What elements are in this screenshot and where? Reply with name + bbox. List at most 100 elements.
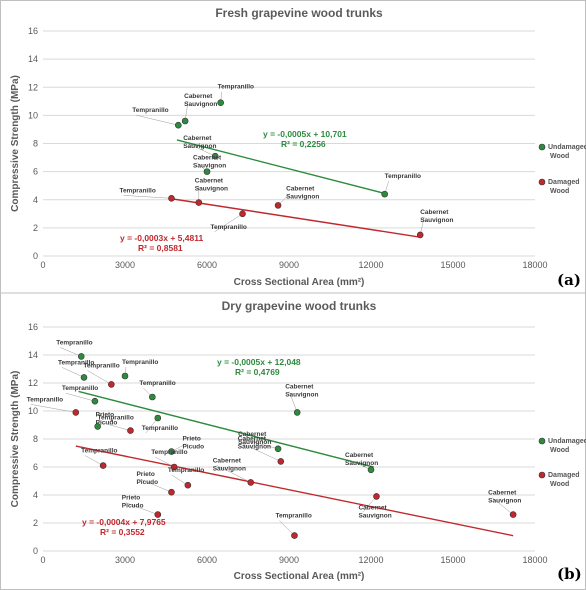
point-label-line: Prieto: [136, 471, 154, 478]
point-label-line: Cabernet: [213, 457, 242, 464]
y-tick-label: 8: [33, 139, 38, 149]
x-axis-title: Cross Sectional Area (mm²): [234, 277, 365, 288]
trend-equation: y = -0,0005x + 12,048: [217, 357, 301, 367]
point-damaged: [247, 479, 255, 486]
legend-marker: [538, 143, 546, 151]
y-tick-label: 10: [28, 406, 38, 416]
point-undamaged: [121, 372, 129, 380]
point-label: Tempranillo: [139, 380, 175, 387]
point-damaged: [99, 462, 107, 469]
point-label-text: Tempranillo: [385, 173, 421, 180]
point-undamaged: [77, 353, 85, 360]
point-label-line: Picudo: [136, 479, 158, 486]
point-label-text: Tempranillo: [58, 359, 94, 366]
point-label-text: Tempranillo: [62, 385, 98, 392]
leader-line: [123, 195, 172, 199]
point-damaged: [168, 488, 175, 496]
point-label-line: Cabernet: [184, 93, 213, 100]
point-label-text: Tempranillo: [275, 513, 311, 520]
leader-line: [136, 114, 179, 126]
point-label-line: Sauvignon: [345, 460, 378, 467]
point-label-text: Tempranillo: [56, 339, 92, 346]
leader-line: [491, 497, 514, 515]
leader-line: [87, 370, 112, 385]
x-tick-label: 15000: [440, 260, 465, 270]
y-tick-label: 14: [28, 350, 38, 360]
point-undamaged: [367, 466, 375, 474]
trend-equation: y = -0,0005x + 10,701: [263, 129, 347, 139]
legend-marker: [538, 437, 546, 445]
trend-equation: y = -0,0003x + 5,4811: [120, 233, 203, 243]
leader-line: [65, 392, 95, 402]
point-damaged: [108, 381, 115, 388]
leader-line: [60, 347, 82, 357]
point-label-line: Sauvignon: [420, 217, 453, 224]
legend-label-line: Wood: [550, 188, 569, 195]
leader-line: [288, 391, 298, 413]
legend-label: Undamaged Wood: [548, 144, 586, 160]
leader-line: [155, 456, 175, 468]
y-axis-title: Compressive Strength (MPa): [10, 371, 21, 508]
x-tick-label: 18000: [522, 555, 547, 565]
trendline-undamaged: [78, 390, 374, 468]
point-damaged: [168, 195, 175, 202]
legend-label: Damaged Wood: [548, 179, 580, 195]
x-tick-label: 0: [40, 260, 45, 270]
point-label: Tempranillo: [122, 359, 158, 366]
point-label: Tempranillo: [97, 415, 133, 422]
point-label-line: Cabernet: [183, 135, 212, 142]
point-damaged: [277, 458, 285, 465]
point-label-line: Prieto: [122, 495, 140, 502]
point-damaged: [416, 231, 424, 239]
point-label-text: Tempranillo: [142, 425, 178, 432]
point-undamaged: [181, 117, 189, 125]
y-tick-label: 6: [33, 167, 38, 177]
trend-r-squared: R² = 0,3552: [100, 527, 145, 537]
panel-tag: (b): [557, 565, 582, 583]
point-label-text: Tempranillo: [119, 187, 155, 194]
x-tick-label: 3000: [115, 555, 135, 565]
point-label-text: Tempranillo: [211, 224, 247, 231]
point-damaged: [154, 511, 162, 518]
y-tick-label: 16: [28, 322, 38, 332]
point-undamaged: [203, 168, 211, 175]
leader-line: [30, 404, 76, 413]
point-label-line: Sauvignon: [285, 391, 318, 398]
trend-r-squared: R² = 0,4769: [235, 367, 280, 377]
point-damaged: [195, 199, 203, 206]
point-label-line: Sauvignon: [183, 143, 216, 150]
x-tick-label: 9000: [279, 555, 299, 565]
legend-label: Damaged Wood: [548, 472, 580, 488]
point-label: Tempranillo: [58, 359, 94, 366]
point-label: Tempranillo: [142, 425, 178, 432]
x-tick-label: 3000: [115, 260, 135, 270]
legend-label-line: Undamaged: [548, 438, 586, 445]
x-tick-label: 15000: [440, 555, 465, 565]
trendline-damaged: [75, 445, 514, 537]
point-label-text: Tempranillo: [83, 362, 119, 369]
point-label-line: Sauvignon: [213, 465, 246, 472]
legend-marker: [538, 471, 546, 479]
x-tick-label: 12000: [358, 555, 383, 565]
point-damaged: [239, 210, 246, 218]
leader-line: [348, 459, 372, 471]
point-label-line: Sauvignon: [238, 443, 271, 450]
y-tick-label: 4: [33, 195, 38, 205]
x-tick-label: 6000: [197, 555, 217, 565]
point-undamaged: [293, 409, 301, 416]
point-label-line: Picudo: [182, 444, 204, 451]
y-tick-label: 8: [33, 434, 38, 444]
point-label: Tempranillo: [151, 449, 187, 456]
leader-line: [214, 213, 243, 233]
x-axis-title: Cross Sectional Area (mm²): [234, 571, 365, 582]
trend-r-squared: R² = 0,2256: [281, 139, 326, 149]
leader-line: [241, 438, 279, 450]
